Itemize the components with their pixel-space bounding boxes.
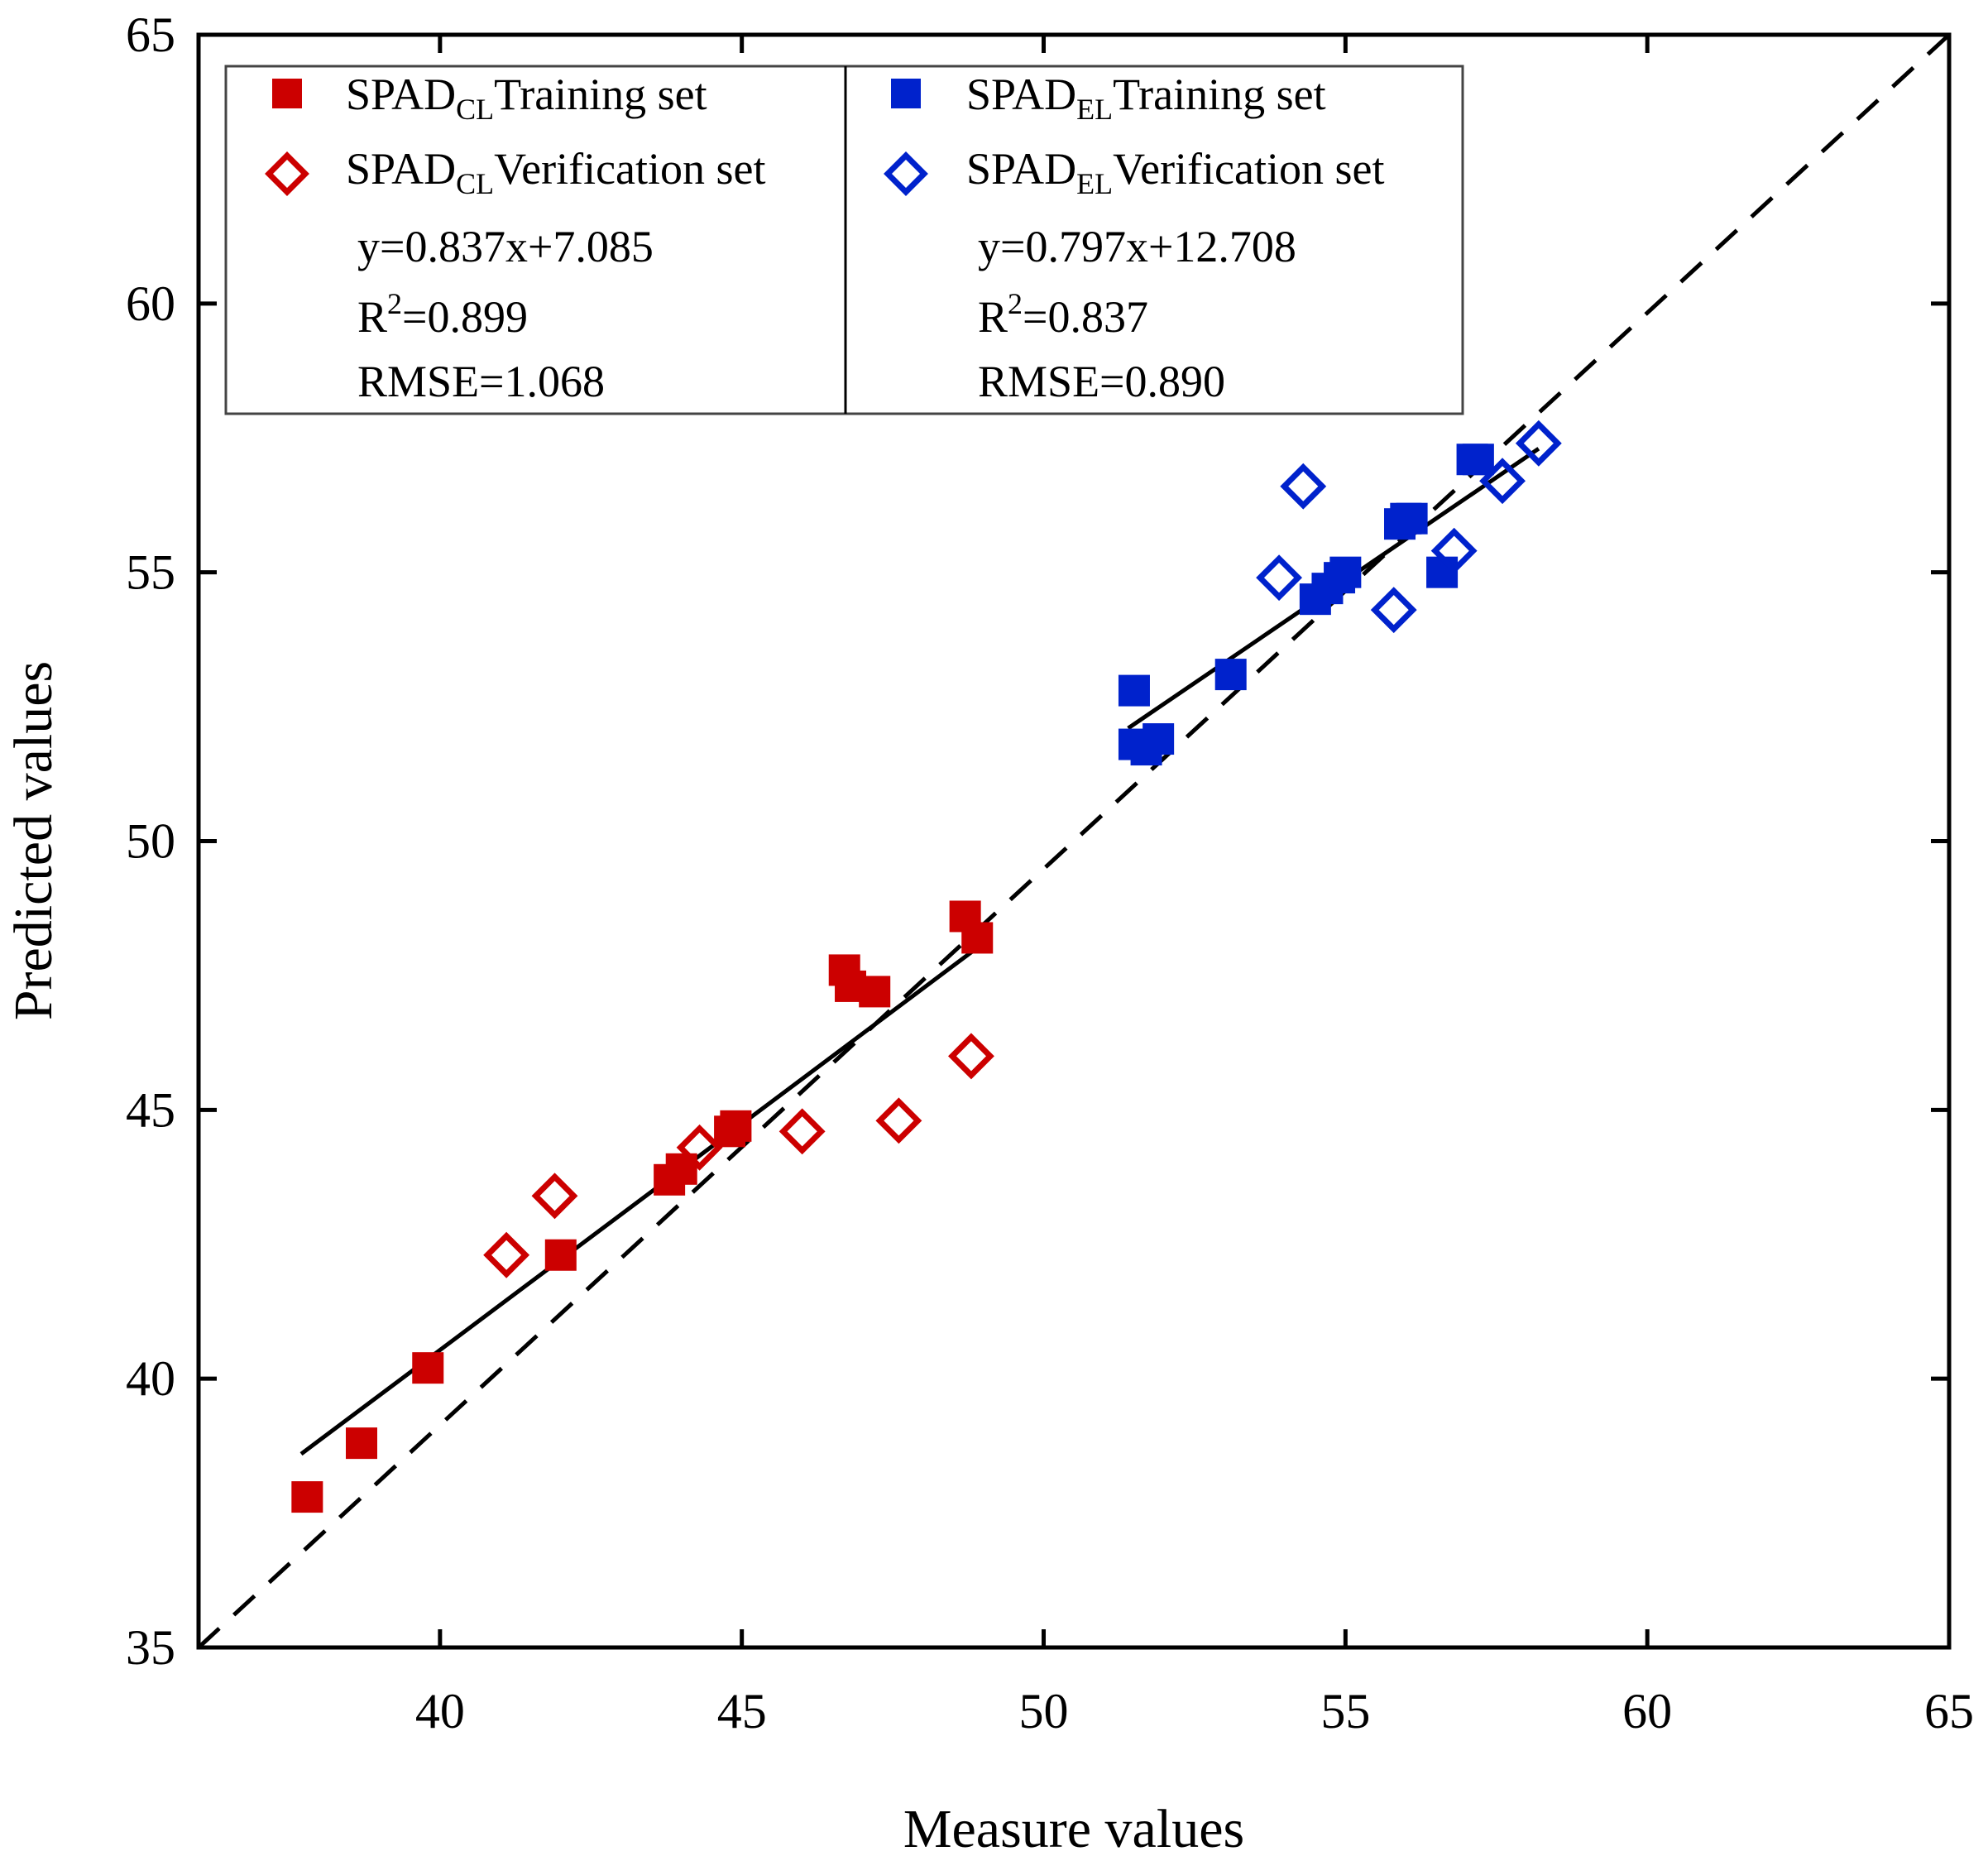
x-tick-label: 60: [1622, 1684, 1672, 1739]
data-point: [1143, 723, 1175, 755]
data-point: [1118, 674, 1150, 707]
reference-line: [197, 33, 1951, 1649]
y-tick-label: 60: [126, 276, 175, 331]
data-point: [1370, 587, 1417, 634]
data-point: [875, 1097, 922, 1144]
data-point: [948, 1033, 994, 1080]
legend-rmse-el: RMSE=0.890: [978, 357, 1225, 406]
data-point: [291, 1481, 323, 1513]
y-axis-title: Predicted values: [3, 661, 64, 1020]
y-tick-label: 50: [126, 814, 175, 869]
data-point: [544, 1239, 577, 1271]
legend-marker-cl-training: [272, 79, 302, 108]
data-point: [676, 1124, 723, 1171]
legend: SPADCLTraining set SPADCLVerification se…: [224, 65, 1464, 415]
data-point: [1214, 659, 1247, 691]
legend-rmse-cl: RMSE=1.068: [357, 357, 605, 406]
legend-label-cl-verification: SPADCLVerification set: [346, 144, 766, 200]
legend-label-el-verification: SPADELVerification set: [966, 144, 1384, 200]
data-point: [1515, 420, 1562, 467]
x-tick-label: 55: [1320, 1684, 1370, 1739]
data-point: [483, 1231, 530, 1278]
data-point: [778, 1108, 826, 1155]
legend-marker-el-training: [891, 79, 921, 108]
fit-line-1: [299, 941, 985, 1456]
y-tick-label: 65: [126, 7, 175, 62]
ticks-layer: 40 45 50 55 60 65 35 40 45 50 55 60 65: [126, 7, 1974, 1739]
y-tick-label: 35: [126, 1620, 175, 1675]
x-tick-label: 65: [1924, 1684, 1974, 1739]
data-point: [1396, 502, 1428, 535]
legend-marker-el-verification: [884, 151, 928, 196]
data-points-layer: [291, 420, 1562, 1513]
x-tick-label: 45: [717, 1684, 767, 1739]
legend-marker-cl-verification: [265, 151, 309, 196]
y-tick-label: 55: [126, 545, 175, 600]
data-point: [1329, 556, 1362, 588]
data-point: [720, 1110, 752, 1142]
data-point: [1430, 527, 1478, 574]
data-point: [1280, 463, 1327, 510]
y-tick-label: 45: [126, 1082, 175, 1137]
x-axis-title: Measure values: [903, 1799, 1244, 1856]
data-point: [531, 1173, 578, 1220]
data-point: [1256, 554, 1303, 602]
data-point: [961, 922, 994, 954]
legend-label-cl-training: SPADCLTraining set: [346, 70, 707, 126]
legend-label-el-training: SPADELTraining set: [966, 70, 1326, 126]
legend-equation-el: y=0.797x+12.708: [978, 222, 1296, 271]
reference-line-layer: [197, 33, 1951, 1649]
data-point: [1479, 458, 1526, 505]
x-tick-label: 50: [1019, 1684, 1069, 1739]
data-point: [412, 1352, 444, 1384]
legend-r2-el: R2=0.837: [978, 287, 1148, 342]
legend-r2-cl: R2=0.899: [357, 287, 528, 342]
fit-lines-layer: [299, 447, 1540, 1456]
data-point: [859, 976, 891, 1008]
y-tick-label: 40: [126, 1351, 175, 1406]
x-tick-label: 40: [415, 1684, 465, 1739]
data-point: [1462, 444, 1494, 476]
legend-equation-cl: y=0.837x+7.085: [357, 222, 654, 271]
data-point: [346, 1427, 378, 1460]
